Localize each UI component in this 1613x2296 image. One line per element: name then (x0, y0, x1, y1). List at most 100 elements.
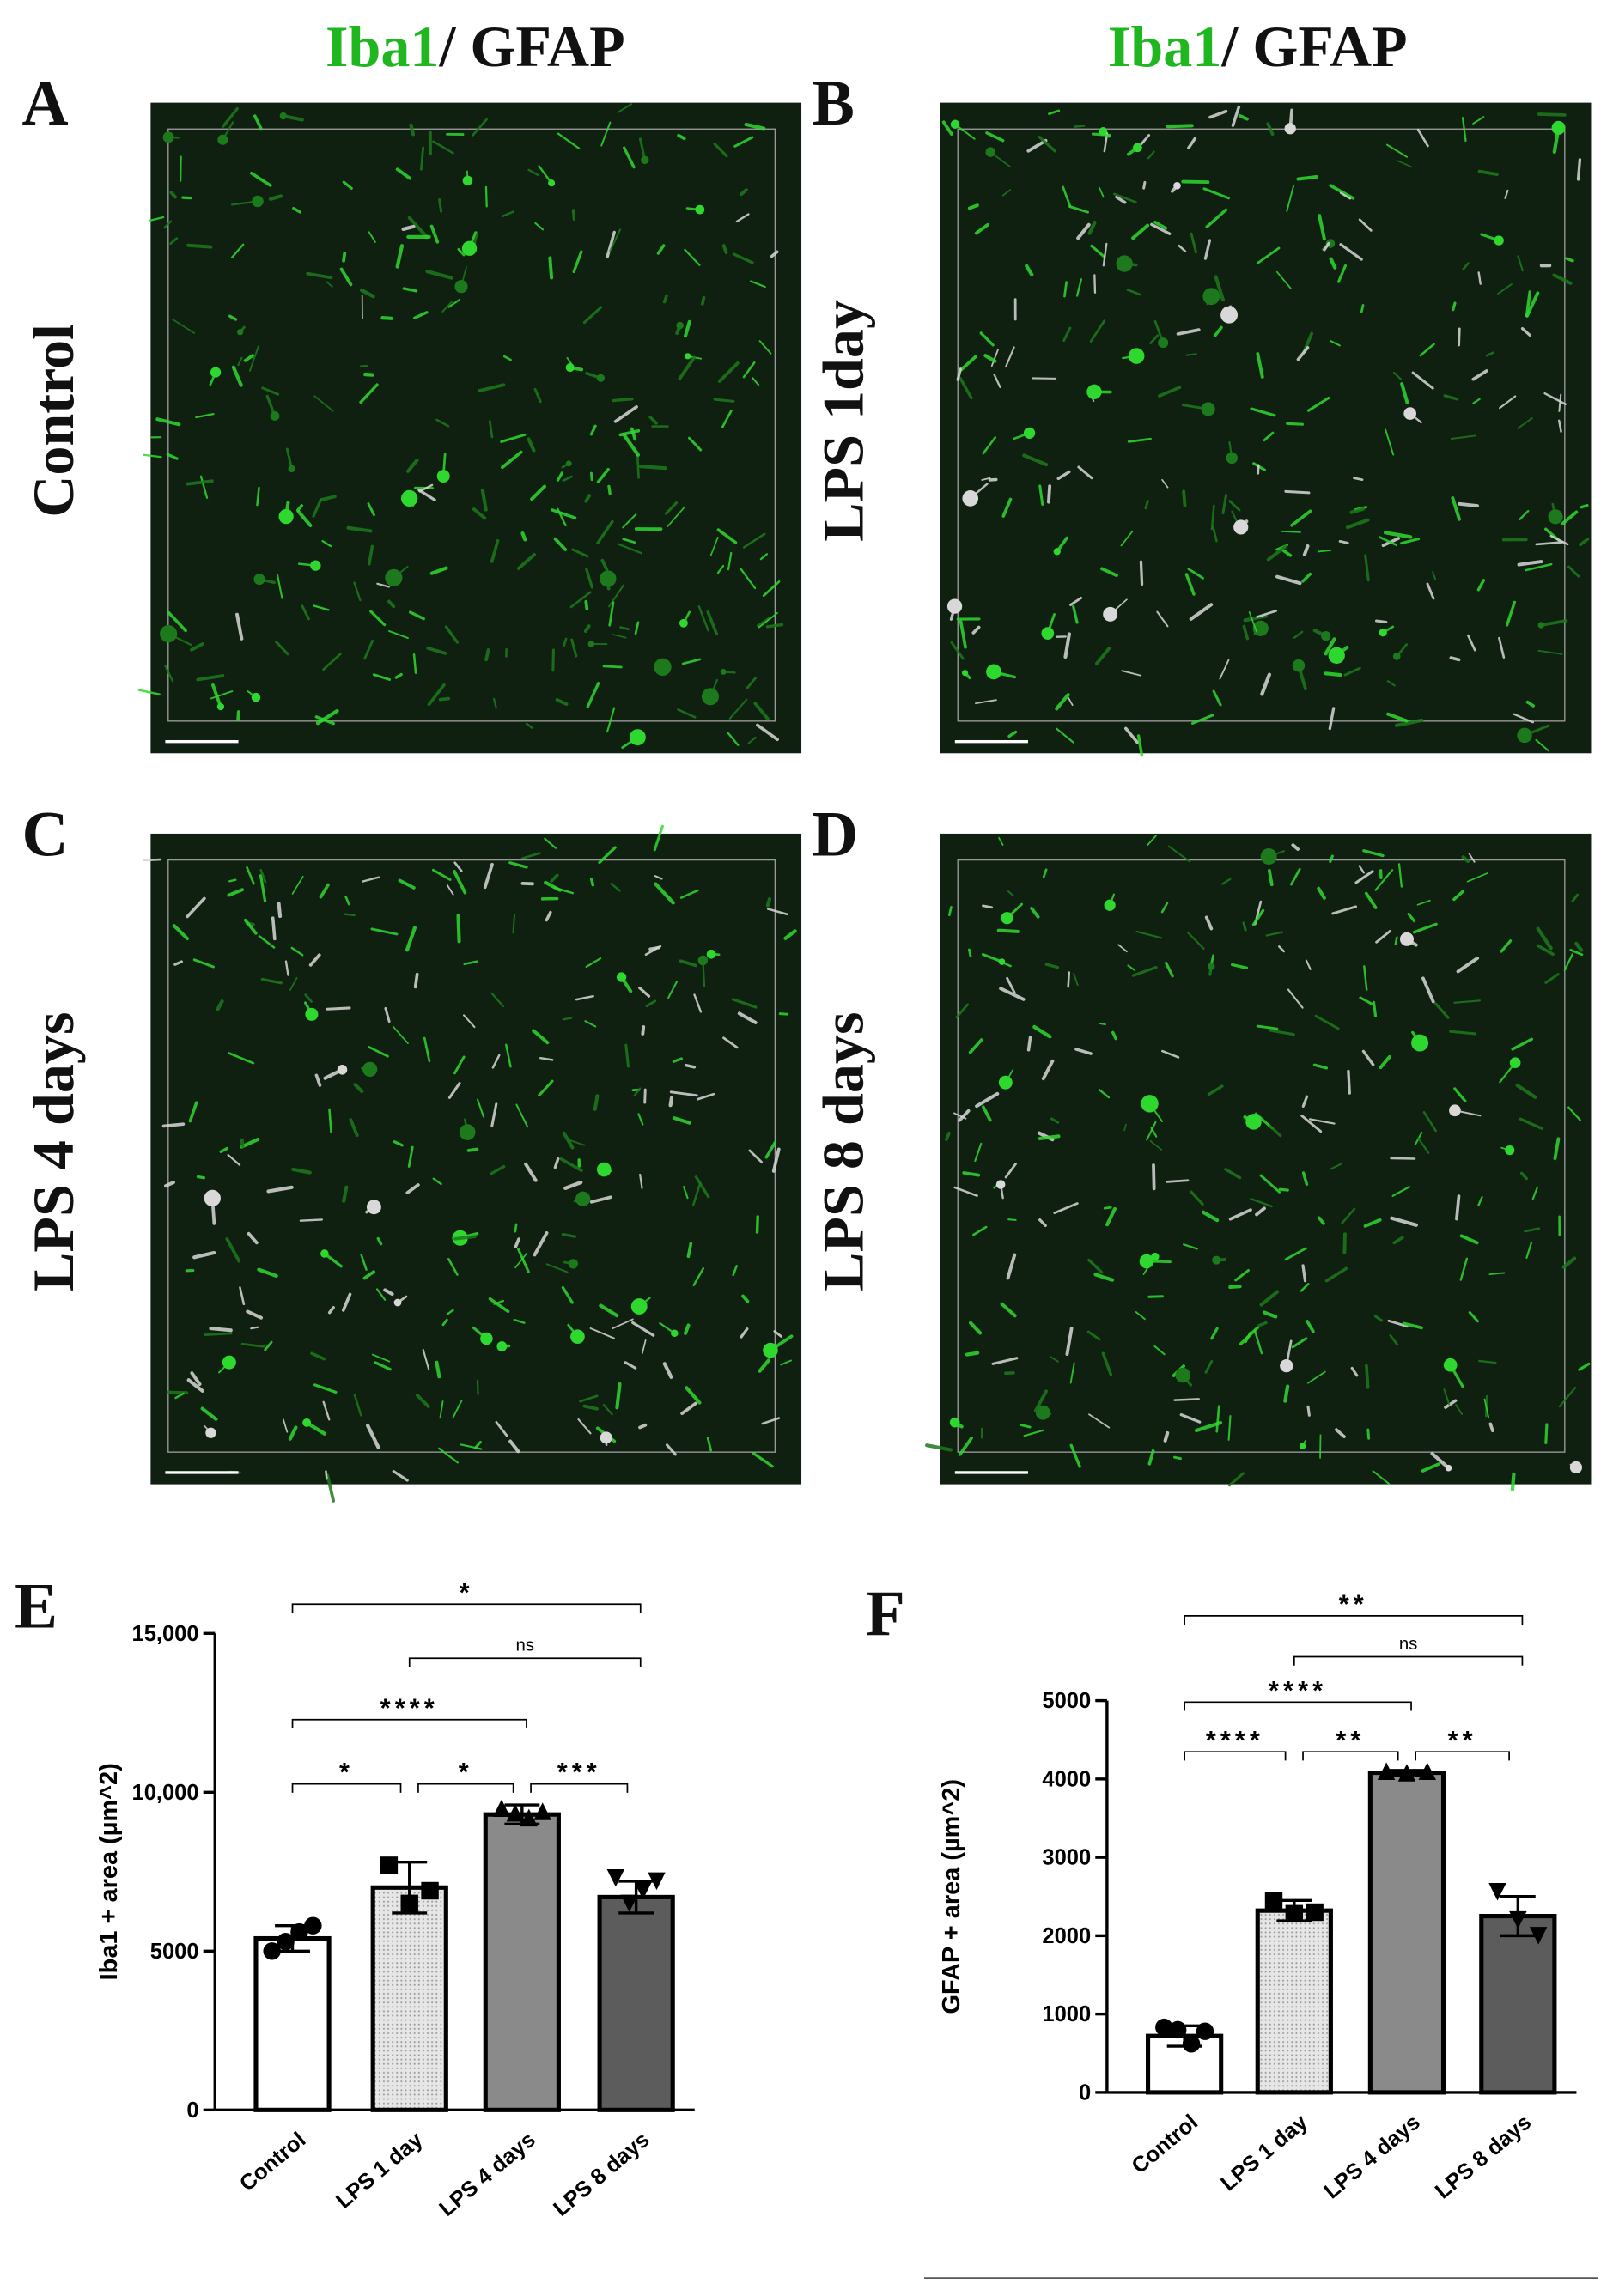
process (982, 904, 994, 909)
process (991, 1357, 1019, 1365)
soma (570, 1329, 585, 1345)
process (1102, 242, 1108, 267)
data-point (1529, 1927, 1548, 1945)
process (383, 1288, 394, 1297)
process (598, 846, 617, 865)
x-tick-label: LPS 4 days (1320, 2111, 1425, 2204)
soma (548, 179, 556, 187)
process (1387, 1319, 1409, 1328)
process (395, 244, 405, 269)
soma (1321, 631, 1331, 641)
significance-bracket (291, 1783, 402, 1793)
process (1400, 538, 1421, 545)
process (204, 1332, 233, 1336)
process (638, 986, 651, 998)
panel-letter: D (812, 799, 858, 870)
process (757, 617, 770, 628)
process (1161, 478, 1169, 489)
process (1389, 1333, 1399, 1346)
data-point (492, 1799, 511, 1818)
process (456, 914, 461, 944)
process (1048, 109, 1061, 115)
process (246, 866, 255, 885)
process (256, 486, 260, 507)
process (409, 123, 416, 137)
process (1576, 158, 1582, 181)
process (1201, 1210, 1220, 1223)
process (953, 1112, 967, 1120)
soma (654, 658, 672, 676)
process (962, 1171, 981, 1177)
process (741, 1294, 750, 1303)
process (572, 250, 583, 274)
process (1335, 1428, 1346, 1438)
process (1386, 680, 1396, 687)
process (678, 355, 697, 380)
process (174, 1392, 185, 1400)
process (1339, 191, 1352, 200)
process (353, 1083, 364, 1094)
process (500, 433, 527, 443)
process (607, 484, 612, 495)
process (1182, 1243, 1198, 1250)
process (974, 222, 989, 235)
process (1291, 1337, 1308, 1349)
process (1417, 1137, 1430, 1154)
process (955, 1003, 969, 1019)
process (1256, 246, 1281, 264)
process (491, 1054, 501, 1069)
process (525, 722, 533, 729)
process (589, 1195, 612, 1204)
process (370, 927, 399, 936)
process (1185, 353, 1197, 356)
process (1275, 574, 1302, 586)
soma (1443, 1358, 1458, 1372)
soma (1103, 606, 1118, 622)
process (727, 732, 740, 746)
process (407, 216, 429, 240)
y-axis-label: GFAP + area (µm^2) (938, 1779, 965, 2014)
process (472, 118, 488, 137)
process (1160, 902, 1169, 914)
process (694, 1175, 710, 1199)
process (1146, 1121, 1157, 1141)
process (167, 611, 187, 633)
process (562, 1017, 573, 1021)
process (1462, 262, 1470, 271)
process (447, 1258, 459, 1276)
process (1038, 136, 1056, 153)
process (567, 1139, 586, 1146)
process (413, 972, 419, 989)
process (975, 699, 997, 705)
process (735, 213, 750, 223)
process (1022, 453, 1049, 467)
process (1253, 1329, 1263, 1355)
process (1099, 186, 1105, 198)
process (561, 1232, 577, 1238)
process (1256, 610, 1278, 618)
soma (701, 688, 720, 706)
process (190, 642, 204, 652)
process (1471, 369, 1488, 381)
process (181, 196, 192, 200)
process (684, 1063, 697, 1069)
process (477, 383, 506, 393)
process (539, 1056, 554, 1061)
process (1001, 497, 1013, 518)
process (1153, 221, 1168, 230)
process (368, 544, 374, 566)
process (622, 513, 637, 529)
process (243, 354, 255, 362)
process (1221, 878, 1232, 885)
soma (565, 460, 572, 467)
process (1121, 670, 1142, 677)
process (149, 216, 165, 222)
process (1472, 398, 1481, 404)
process (1262, 1310, 1278, 1319)
process (575, 994, 594, 1001)
micrograph-frame (167, 128, 776, 722)
process (1257, 1321, 1268, 1327)
process (1067, 971, 1071, 988)
process (1117, 944, 1128, 953)
data-point (1182, 2035, 1201, 2053)
